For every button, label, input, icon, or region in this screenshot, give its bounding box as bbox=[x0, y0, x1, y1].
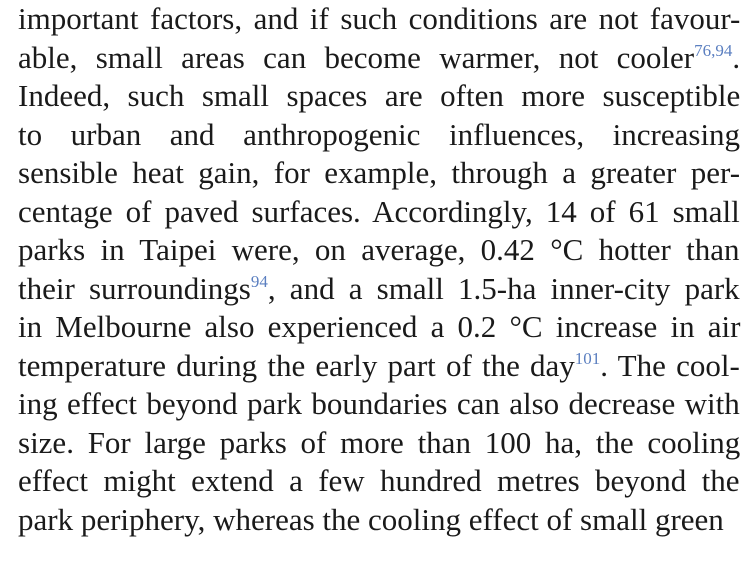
text-run: Indeed, such small spaces are often more… bbox=[18, 78, 741, 113]
text-run: , and a small 1.5-ha inner-city park bbox=[267, 270, 740, 306]
text-run: important factors, and if such condition… bbox=[18, 1, 741, 36]
text-run: temperature during the early part of the… bbox=[18, 347, 575, 383]
text-line: in Melbourne also experienced a 0.2 °C i… bbox=[18, 308, 740, 346]
citation-reference[interactable]: 76,94 bbox=[694, 40, 733, 60]
text-line: effect might extend a few hundred metres… bbox=[18, 462, 740, 500]
text-line: sensible heat gain, for example, through… bbox=[18, 154, 740, 192]
text-run: to urban and anthropogenic influences, i… bbox=[18, 116, 741, 152]
text-run: . bbox=[732, 39, 741, 75]
text-line: Indeed, such small spaces are often more… bbox=[18, 77, 740, 115]
text-line: important factors, and if such condition… bbox=[18, 0, 740, 38]
text-line: centage of paved surfaces. Accordingly, … bbox=[18, 193, 740, 231]
text-line: able, small areas can become warmer, not… bbox=[18, 39, 740, 77]
text-line: park periphery, whereas the cooling effe… bbox=[18, 501, 724, 539]
text-run: parks in Taipei were, on average, 0.42 °… bbox=[18, 232, 740, 267]
text-line: to urban and anthropogenic influences, i… bbox=[18, 116, 740, 154]
text-run: ing effect beyond park boundaries can al… bbox=[18, 386, 740, 421]
text-run: centage of paved surfaces. Accordingly, … bbox=[18, 193, 740, 229]
text-run: sensible heat gain, for example, through… bbox=[18, 155, 741, 190]
text-line: temperature during the early part of the… bbox=[18, 347, 740, 385]
text-line: size. For large parks of more than 100 h… bbox=[18, 424, 740, 462]
text-run: in Melbourne also experienced a 0.2 °C i… bbox=[18, 309, 741, 344]
text-run: their surroundings bbox=[18, 270, 251, 306]
text-run: able, small areas can become warmer, not… bbox=[18, 39, 695, 75]
text-run: size. For large parks of more than 100 h… bbox=[18, 424, 741, 460]
citation-reference[interactable]: 94 bbox=[250, 271, 268, 291]
text-line: their surroundings94, and a small 1.5-ha… bbox=[18, 270, 740, 308]
text-run: effect might extend a few hundred metres… bbox=[18, 463, 740, 498]
text-line: parks in Taipei were, on average, 0.42 °… bbox=[18, 231, 740, 269]
citation-reference[interactable]: 101 bbox=[574, 348, 601, 368]
text-run: park periphery, whereas the cooling effe… bbox=[18, 501, 724, 537]
text-run: . The cool- bbox=[600, 347, 740, 383]
text-line: ing effect beyond park boundaries can al… bbox=[18, 385, 740, 423]
